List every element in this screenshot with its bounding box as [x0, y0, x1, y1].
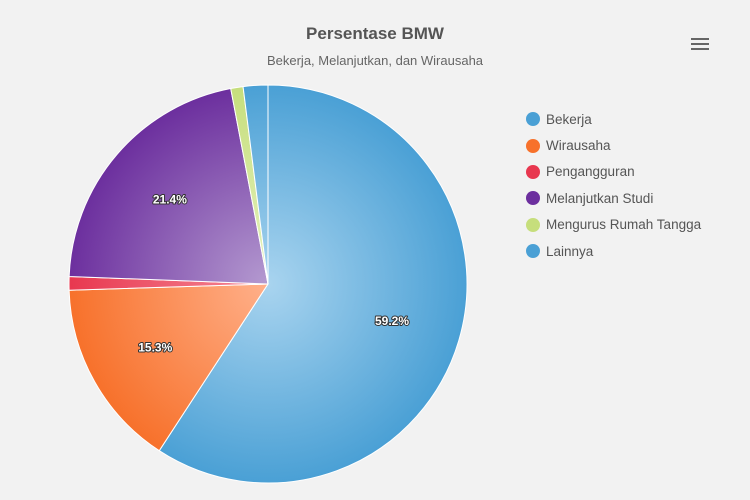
data-label-wirausaha: 15.3% — [138, 340, 172, 354]
pie-slice-wirausaha[interactable] — [68, 283, 269, 452]
legend-item-bekerja[interactable]: Bekerja — [526, 106, 741, 132]
data-label-bekerja: 59.2% — [375, 314, 409, 328]
chart-legend: Bekerja Wirausaha Pengangguran Melanjutkan … — [526, 106, 741, 264]
legend-swatch-icon — [526, 217, 540, 232]
chart-subtitle: Bekerja, Melanjutkan, dan Wirausaha — [266, 53, 484, 68]
legend-label: Pengangguran — [546, 164, 635, 180]
legend-swatch-icon — [526, 191, 540, 206]
legend-item-mengurus-rumah-tangga[interactable]: Mengurus Rumah Tangga — [526, 212, 741, 238]
legend-swatch-icon — [526, 164, 540, 179]
chart-title: Persentase BMW — [306, 24, 444, 43]
pie-slice-lainnya[interactable] — [242, 84, 269, 285]
pie-slice-melanjutkan-studi[interactable] — [68, 87, 269, 285]
legend-label: Bekerja — [546, 111, 592, 127]
pie-slice-bekerja[interactable] — [158, 84, 468, 484]
legend-item-pengangguran[interactable]: Pengangguran — [526, 159, 741, 185]
legend-label: Wirausaha — [546, 138, 611, 154]
legend-swatch-icon — [526, 112, 540, 127]
hamburger-menu-icon[interactable] — [686, 33, 714, 55]
legend-label: Mengurus Rumah Tangga — [546, 217, 702, 233]
legend-swatch-icon — [526, 138, 540, 153]
legend-item-lainnya[interactable]: Lainnya — [526, 238, 741, 264]
legend-item-wirausaha[interactable]: Wirausaha — [526, 132, 741, 158]
legend-item-melanjutkan-studi[interactable]: Melanjutkan Studi — [526, 185, 741, 211]
legend-swatch-icon — [526, 244, 540, 259]
data-label-melanjutkan-studi: 21.4% — [153, 193, 187, 207]
legend-label: Lainnya — [546, 243, 594, 259]
legend-label: Melanjutkan Studi — [546, 190, 654, 206]
